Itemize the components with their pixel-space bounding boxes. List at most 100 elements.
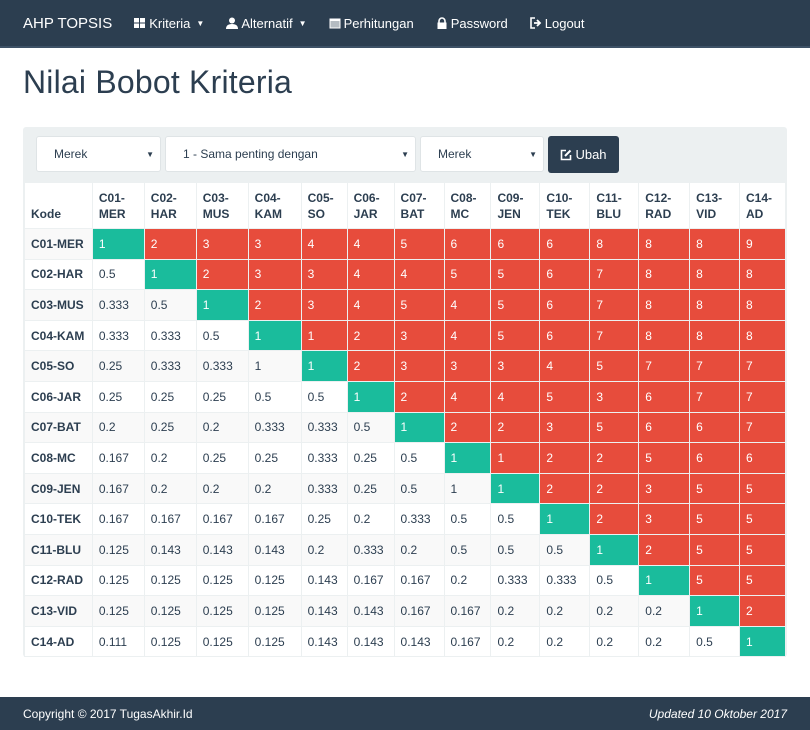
matrix-cell-lower: 0.143 [393,625,445,658]
nav-perhitungan[interactable]: Perhitungan [329,16,414,31]
matrix-cell-upper: 5 [689,564,741,597]
matrix-cell-upper: 8 [589,228,640,260]
matrix-cell-lower: 0.143 [346,625,395,658]
matrix-cell-lower: 0.2 [539,625,591,658]
matrix-cell-lower: 0.333 [91,289,145,321]
navbar: AHP TOPSIS Kriteria ▼ Alternatif ▼ Perhitu… [0,0,810,48]
matrix-cell-lower: 0.25 [91,350,145,382]
matrix-cell-upper: 8 [638,289,691,321]
table-row: C04-KAM 0.333 0.333 0.5 1 1 2 3 4 5 6 7 8 8 8 [24,319,786,352]
matrix-cell-lower: 0.143 [300,595,348,627]
matrix-cell-lower: 0.2 [638,625,691,658]
table-row: C10-TEK 0.167 0.167 0.167 0.167 0.25 0.2 0.333 0… [24,503,786,535]
matrix-cell-lower: 0.333 [346,533,395,566]
header-row: Kode C01- MER C02- HAR C03- MUS C04- KAM C05- SO C0… [24,182,786,229]
table-row: C11-BLU 0.125 0.143 0.143 0.143 0.2 0.333 0.2 0.… [24,533,786,566]
matrix-cell-lower: 0.125 [91,533,145,566]
matrix-cell-upper: 6 [539,289,591,321]
matrix-cell-lower: 0.167 [91,472,145,505]
matrix-cell-upper: 3 [247,228,302,260]
matrix-cell-upper: 7 [689,380,741,413]
matrix-cell-lower: 0.125 [247,595,302,627]
matrix-cell-lower: 0.5 [91,258,145,291]
matrix-cell-lower: 0.143 [300,564,348,597]
matrix-cell-upper: 8 [638,319,691,352]
nav-password[interactable]: Password [436,16,508,31]
row-kode: C02-HAR [24,258,93,291]
matrix-cell-diagonal: 1 [490,472,541,505]
matrix-cell-upper: 6 [443,228,492,260]
column-header: C02- HAR [143,182,197,229]
matrix-cell-upper: 6 [539,319,591,352]
matrix-cell-upper: 6 [689,442,741,474]
matrix-cell-upper: 2 [143,228,197,260]
nav-logout[interactable]: Logout [529,15,585,31]
row-kode: C14-AD [24,625,93,658]
matrix-cell-upper: 6 [490,228,541,260]
matrix-cell-upper: 3 [300,289,348,321]
matrix-cell-upper: 7 [589,289,640,321]
matrix-cell-upper: 2 [589,472,640,505]
edit-icon [561,149,572,160]
matrix-cell-lower: 0.167 [91,503,145,535]
matrix-body: C01-MER 1 2 3 3 4 4 5 6 6 6 8 8 8 9 C02-HAR 0.5 1 2 3 3 4 4 5 5 6… [24,228,786,658]
user-icon [226,17,239,29]
matrix-cell-lower: 0.2 [490,595,541,627]
matrix-cell-lower: 1 [247,350,302,382]
nav-alternatif[interactable]: Alternatif ▼ [226,16,307,31]
nav-kriteria-label: Kriteria [149,15,191,31]
matrix-cell-diagonal: 1 [443,442,492,474]
select-arrow-icon: ▼ [146,149,154,159]
matrix-cell-upper: 4 [443,380,492,413]
nav-logout-label: Logout [544,15,585,31]
matrix-cell-lower: 0.167 [393,564,445,597]
matrix-cell-lower: 0.5 [490,503,541,535]
caret-down-icon: ▼ [196,18,205,28]
ubah-button[interactable]: Ubah [548,136,619,173]
table-row: C02-HAR 0.5 1 2 3 3 4 4 5 5 6 7 8 8 8 [24,258,786,291]
matrix-cell-upper: 5 [739,472,786,505]
select-arrow-icon: ▼ [401,149,409,159]
table-row: C01-MER 1 2 3 3 4 4 5 6 6 6 8 8 8 9 [24,228,786,260]
column-header: C05- SO [300,182,348,229]
matrix-cell-upper: 7 [589,319,640,352]
scale-select[interactable]: 1 - Sama penting dengan ▼ [165,136,416,172]
matrix-cell-upper: 2 [247,289,302,321]
matrix-cell-diagonal: 1 [589,533,640,566]
table-row: C09-JEN 0.167 0.2 0.2 0.2 0.333 0.25 0.5 1 1 2 2 3 5 5 [24,472,786,505]
matrix-cell-lower: 0.125 [247,625,302,658]
matrix-cell-lower: 0.2 [247,472,302,505]
row-kode: C13-VID [24,595,93,627]
criteria1-select[interactable]: Merek ▼ [36,136,161,172]
table-row: C08-MC 0.167 0.2 0.25 0.25 0.333 0.25 0.5 1 1 2 2 5 6… [24,442,786,474]
matrix-cell-upper: 2 [393,380,445,413]
matrix-cell-lower: 0.5 [443,533,492,566]
matrix-cell-upper: 9 [739,228,786,260]
matrix-cell-upper: 5 [638,442,691,474]
matrix-cell-upper: 5 [689,472,741,505]
matrix-cell-lower: 0.143 [300,625,348,658]
nav-kriteria[interactable]: Kriteria ▼ [134,16,204,31]
matrix-cell-upper: 1 [490,442,541,474]
matrix-cell-lower: 0.5 [143,289,197,321]
matrix-cell-upper: 2 [195,258,249,291]
matrix-cell-lower: 0.333 [539,564,591,597]
matrix-cell-upper: 6 [739,442,786,474]
matrix-cell-lower: 0.5 [346,411,395,444]
matrix-cell-upper: 6 [689,411,741,444]
matrix-cell-lower: 0.143 [195,533,249,566]
matrix-cell-upper: 5 [589,411,640,444]
matrix-cell-lower: 0.333 [195,350,249,382]
column-header: C01- MER [91,182,145,229]
matrix-cell-lower: 0.125 [91,595,145,627]
matrix-cell-lower: 0.5 [689,625,741,658]
matrix-cell-lower: 0.5 [300,380,348,413]
matrix-cell-lower: 0.5 [443,503,492,535]
brand-link[interactable]: AHP TOPSIS [23,14,113,32]
matrix-cell-diagonal: 1 [300,350,348,382]
matrix-cell-diagonal: 1 [346,380,395,413]
criteria2-select[interactable]: Merek ▼ [420,136,544,172]
matrix-cell-lower: 0.333 [143,350,197,382]
nav-password-label: Password [450,15,508,31]
matrix-cell-upper: 3 [638,472,691,505]
